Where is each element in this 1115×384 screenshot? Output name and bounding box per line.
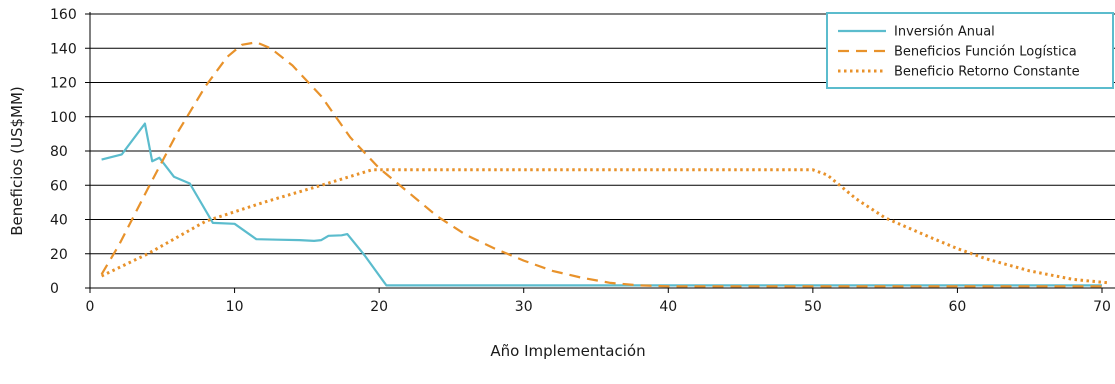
- y-tick-label-120: 120: [50, 76, 77, 92]
- y-axis-title: Beneficios (US$MM): [8, 86, 26, 236]
- series-line-beneficios-funcion-logistica: [100, 41, 1102, 288]
- x-tick-label-0: 0: [86, 299, 95, 315]
- legend-entry-beneficios-funcion-logistica: Beneficios Función Logística: [838, 45, 1077, 60]
- series-line-inversion-anual: [101, 122, 1102, 287]
- y-tick-label-80: 80: [50, 144, 68, 160]
- y-tick-label-160: 160: [50, 7, 77, 23]
- y-tick-label-100: 100: [50, 110, 77, 126]
- legend-entry-beneficio-retorno-constante: Beneficio Retorno Constante: [838, 65, 1080, 80]
- y-tick-label-140: 140: [50, 41, 77, 57]
- tick-labels: 0 20 40 60 80 100 120 140 160 0 10 20 30 40 50 60 70: [50, 7, 1111, 315]
- x-axis-title: Año Implementación: [490, 342, 645, 360]
- grid-lines: [90, 13, 1115, 255]
- x-tick-label-40: 40: [659, 299, 677, 315]
- legend-label-beneficios-funcion-logistica: Beneficios Función Logística: [894, 45, 1077, 60]
- y-tick-label-40: 40: [50, 213, 68, 229]
- legend: Inversión Anual Beneficios Función Logís…: [826, 12, 1114, 89]
- x-tick-label-30: 30: [515, 299, 533, 315]
- x-tick-label-10: 10: [226, 299, 244, 315]
- series-line-beneficio-retorno-constante: [100, 168, 1110, 285]
- axes: [85, 12, 1115, 293]
- legend-label-inversion-anual: Inversión Anual: [894, 25, 995, 40]
- x-tick-label-60: 60: [949, 299, 967, 315]
- x-tick-label-70: 70: [1093, 299, 1111, 315]
- y-tick-label-60: 60: [50, 178, 68, 194]
- series-lines: [100, 41, 1110, 288]
- y-tick-label-0: 0: [50, 281, 59, 297]
- y-tick-label-20: 20: [50, 247, 68, 263]
- x-tick-label-50: 50: [804, 299, 822, 315]
- x-tick-label-20: 20: [370, 299, 388, 315]
- legend-label-beneficio-retorno-constante: Beneficio Retorno Constante: [894, 65, 1080, 80]
- legend-entry-inversion-anual: Inversión Anual: [838, 25, 995, 40]
